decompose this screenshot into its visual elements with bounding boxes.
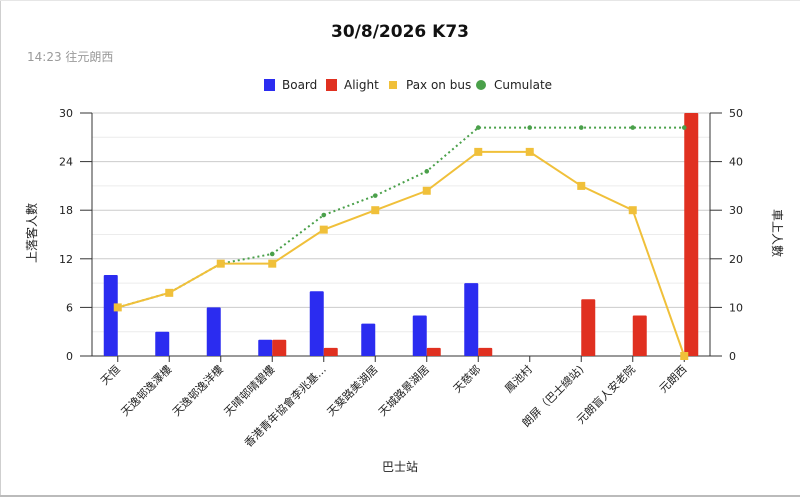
point-pax-on-bus: [474, 147, 483, 156]
point-cumulate: [372, 193, 378, 198]
x-tick-label: 天葵路美湖居: [325, 363, 381, 419]
point-pax-on-bus: [525, 147, 534, 156]
legend-marker: [264, 79, 275, 91]
x-tick-label: 天逸邨逸澤樓: [118, 362, 175, 419]
x-tick-label: 天城路景湖居: [376, 363, 432, 419]
bar-alight: [632, 315, 647, 356]
bar-board: [103, 275, 118, 356]
bar-board: [412, 315, 427, 356]
bar-board: [258, 339, 273, 356]
line-series: [113, 125, 689, 360]
point-pax-on-bus: [216, 259, 225, 268]
x-tick-label: 天慈邨: [450, 362, 483, 395]
bar-series: [103, 113, 699, 356]
bar-board: [464, 283, 479, 356]
point-cumulate: [681, 125, 687, 130]
point-pax-on-bus: [628, 206, 637, 215]
x-tick-label: 天恒: [98, 363, 123, 388]
point-cumulate: [424, 169, 430, 174]
bar-alight: [272, 339, 287, 356]
bar-board: [309, 291, 324, 356]
x-tick-label: 天逸邨逸洋樓: [169, 362, 226, 419]
legend: Board Alight Pax on bus Cumulate: [264, 78, 552, 92]
y-tick-right-label: 40: [729, 156, 743, 169]
axes: 0 6 12 18 24 30 0 10 20 30 40 50 天恒天逸邨逸澤樓天逸邨逸洋樓天晴邨晴碧…: [59, 107, 743, 450]
point-cumulate: [269, 251, 275, 257]
bar-alight: [323, 347, 338, 356]
frame-left-border: [0, 0, 1, 497]
bar-alight: [581, 299, 596, 356]
y-tick-left-label: 18: [59, 204, 73, 217]
chart-subtitle: 14:23 往元朗西: [27, 50, 114, 64]
legend-marker: [476, 80, 486, 90]
frame-bottom-border: [0, 495, 800, 497]
point-pax-on-bus: [680, 352, 689, 360]
bar-board: [206, 307, 221, 356]
y-tick-left-label: 24: [59, 156, 73, 169]
y-tick-left-label: 12: [59, 253, 73, 266]
x-axis-label: 巴士站: [382, 460, 418, 474]
y-tick-right-label: 0: [729, 350, 736, 363]
point-cumulate: [475, 125, 481, 130]
point-cumulate: [630, 125, 636, 130]
x-tick-label: 元朗西: [657, 363, 690, 396]
bar-alight: [684, 113, 699, 356]
y-axis-left-label: 上落客人數: [24, 203, 39, 263]
y-tick-left-label: 6: [66, 301, 73, 314]
frame-top-border: [0, 0, 800, 1]
line-pax-on-bus: [117, 150, 686, 357]
legend-marker: [326, 79, 337, 91]
y-tick-left-label: 30: [59, 107, 73, 120]
point-pax-on-bus: [268, 259, 277, 268]
bar-alight: [426, 347, 441, 356]
line-cumulate: [117, 126, 685, 309]
y-axis-right-label: 車上人數: [770, 209, 784, 257]
bar-board: [155, 331, 170, 356]
legend-label: Pax on bus: [406, 78, 471, 92]
x-tick-label: 鳳池村: [502, 362, 535, 395]
bar-alight: [478, 347, 493, 356]
point-pax-on-bus: [422, 186, 431, 195]
point-pax-on-bus: [319, 225, 328, 234]
point-cumulate: [321, 212, 327, 218]
legend-marker: [389, 81, 397, 89]
y-tick-left-label: 0: [66, 350, 73, 363]
y-tick-right-label: 10: [729, 301, 743, 314]
point-pax-on-bus: [371, 206, 380, 215]
point-pax-on-bus: [113, 303, 122, 312]
legend-label: Board: [282, 78, 317, 92]
point-cumulate: [578, 125, 584, 130]
legend-label: Alight: [344, 78, 379, 92]
legend-label: Cumulate: [494, 78, 552, 92]
point-cumulate: [527, 125, 533, 130]
chart-title: 30/8/2026 K73: [331, 22, 469, 42]
point-pax-on-bus: [577, 181, 586, 190]
y-tick-right-label: 50: [729, 107, 743, 120]
x-tick-label: 天晴邨晴碧樓: [221, 362, 278, 419]
y-tick-right-label: 20: [729, 253, 743, 266]
point-pax-on-bus: [165, 288, 174, 297]
gridlines: [92, 112, 710, 357]
bar-board: [361, 323, 376, 356]
y-tick-right-label: 30: [729, 204, 743, 217]
